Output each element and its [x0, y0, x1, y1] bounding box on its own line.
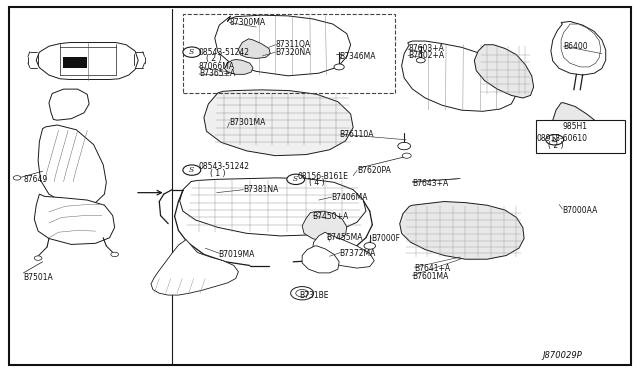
- Circle shape: [291, 286, 314, 300]
- Text: 87066MA: 87066MA: [199, 62, 235, 71]
- Text: 08543-51242: 08543-51242: [199, 162, 250, 171]
- Circle shape: [13, 176, 21, 180]
- Polygon shape: [474, 45, 534, 98]
- Circle shape: [334, 64, 344, 70]
- Text: B7501A: B7501A: [24, 273, 53, 282]
- Text: 87649: 87649: [24, 175, 48, 184]
- Text: B6400: B6400: [564, 42, 588, 51]
- Circle shape: [183, 165, 201, 175]
- Polygon shape: [38, 125, 106, 205]
- Circle shape: [398, 142, 411, 150]
- Text: 87603+A: 87603+A: [408, 44, 444, 53]
- Text: ( 4 ): ( 4 ): [309, 178, 324, 187]
- Circle shape: [111, 252, 118, 257]
- Polygon shape: [35, 194, 115, 244]
- Text: 87300MA: 87300MA: [229, 18, 266, 27]
- Circle shape: [296, 289, 308, 297]
- Polygon shape: [204, 90, 353, 155]
- Text: ( 2 ): ( 2 ): [548, 141, 564, 150]
- Text: B7620PA: B7620PA: [357, 166, 391, 175]
- Polygon shape: [553, 103, 605, 154]
- Polygon shape: [49, 89, 89, 120]
- Circle shape: [364, 243, 376, 249]
- Text: S: S: [189, 48, 195, 56]
- Text: B731BE: B731BE: [300, 291, 329, 299]
- Circle shape: [183, 47, 201, 57]
- Text: B7602+A: B7602+A: [408, 51, 444, 60]
- Circle shape: [35, 256, 42, 260]
- Text: B7346MA: B7346MA: [339, 52, 376, 61]
- Polygon shape: [238, 39, 270, 58]
- Polygon shape: [225, 60, 253, 74]
- Text: S: S: [293, 175, 298, 183]
- Text: 985H1: 985H1: [563, 122, 588, 131]
- Text: B76110A: B76110A: [339, 130, 374, 139]
- Text: ( 1 ): ( 1 ): [211, 169, 226, 177]
- Text: B7372MA: B7372MA: [339, 249, 376, 258]
- Bar: [63, 57, 87, 68]
- Text: B7450+A: B7450+A: [312, 212, 349, 221]
- Text: B7381NA: B7381NA: [243, 185, 279, 194]
- Bar: [536, 120, 625, 153]
- Circle shape: [546, 135, 564, 145]
- Text: B7365+A: B7365+A: [199, 70, 235, 78]
- Text: B7320NA: B7320NA: [275, 48, 311, 57]
- Polygon shape: [302, 211, 347, 242]
- Polygon shape: [551, 22, 605, 75]
- Polygon shape: [215, 15, 351, 76]
- Polygon shape: [302, 246, 339, 273]
- Polygon shape: [180, 178, 366, 236]
- Polygon shape: [561, 24, 600, 67]
- Polygon shape: [36, 42, 138, 80]
- Text: S: S: [189, 166, 195, 174]
- Text: B7641+A: B7641+A: [414, 264, 451, 273]
- Text: B7406MA: B7406MA: [332, 193, 368, 202]
- Text: B7301MA: B7301MA: [229, 118, 266, 127]
- Text: 08918-60610: 08918-60610: [537, 134, 588, 143]
- Polygon shape: [400, 202, 524, 259]
- Text: B7000F: B7000F: [371, 234, 400, 243]
- Text: J870029P: J870029P: [542, 351, 582, 360]
- Circle shape: [403, 153, 412, 158]
- Polygon shape: [402, 41, 516, 111]
- Circle shape: [287, 174, 305, 185]
- Text: B7000AA: B7000AA: [563, 206, 598, 215]
- Text: B7455MA: B7455MA: [326, 233, 363, 242]
- Text: 08543-51242: 08543-51242: [199, 48, 250, 57]
- Text: B7019MA: B7019MA: [218, 250, 254, 259]
- Circle shape: [416, 58, 425, 63]
- Text: 08156-B161E: 08156-B161E: [298, 171, 349, 180]
- Text: B7601MA: B7601MA: [412, 272, 449, 281]
- Polygon shape: [151, 240, 238, 295]
- Text: N: N: [552, 136, 558, 144]
- Bar: [183, 14, 396, 93]
- Text: B7643+A: B7643+A: [412, 179, 449, 187]
- Polygon shape: [312, 232, 374, 268]
- Text: ( 2 ): ( 2 ): [207, 54, 222, 63]
- Text: 87311QA: 87311QA: [275, 40, 310, 49]
